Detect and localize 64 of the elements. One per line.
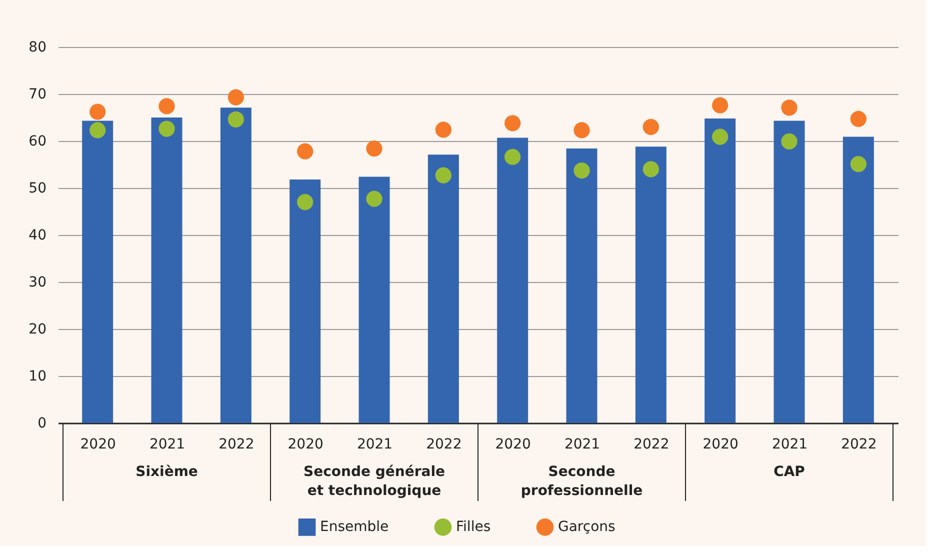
point — [435, 167, 452, 184]
text: CAP — [774, 464, 805, 480]
x-tick-label: 2022 — [634, 436, 670, 452]
legend-label: Filles — [456, 519, 491, 536]
x-tick-label: 2020 — [495, 436, 531, 452]
bar — [497, 138, 528, 423]
point — [297, 143, 314, 160]
bar — [428, 154, 459, 423]
y-tick-label: 10 — [28, 368, 46, 384]
text: Seconde professionnelle — [520, 464, 643, 499]
x-tick-label: 2022 — [218, 436, 254, 452]
point — [504, 148, 521, 166]
point — [642, 161, 659, 178]
point — [642, 118, 659, 135]
point — [90, 104, 106, 120]
x-tick-label: 2022 — [426, 436, 462, 452]
y-tick-label: 50 — [28, 180, 46, 196]
bar — [290, 180, 321, 423]
text: Sixième — [136, 464, 198, 480]
bar — [842, 136, 874, 423]
bar — [704, 118, 736, 423]
y-tick-label: 20 — [28, 322, 46, 338]
point — [850, 156, 866, 172]
bar — [151, 118, 182, 423]
point — [90, 122, 106, 138]
x-tick-label: 2021 — [149, 436, 186, 452]
x-tick-label: 2020 — [702, 436, 738, 452]
y-tick-label: 0 — [38, 416, 46, 432]
point — [574, 122, 590, 138]
bar — [774, 120, 805, 423]
bar — [82, 120, 114, 423]
point — [712, 97, 728, 114]
legend-label: Garçons — [558, 519, 616, 536]
point — [228, 89, 244, 106]
point — [158, 98, 175, 114]
y-tick-label: 80 — [28, 40, 46, 56]
y-tick-label: 40 — [28, 228, 46, 244]
point — [504, 115, 521, 132]
y-tick-label: 70 — [28, 86, 46, 102]
bar — [566, 148, 598, 423]
point — [366, 140, 382, 157]
bar — [635, 146, 666, 423]
point — [574, 162, 590, 179]
point — [781, 100, 798, 116]
point — [781, 133, 798, 150]
point — [228, 111, 244, 128]
text: Seconde générale et technologique — [304, 464, 445, 499]
y-tick-label: 60 — [28, 134, 46, 150]
point — [297, 194, 314, 210]
legend-label: Ensemble — [320, 519, 389, 536]
point — [712, 128, 728, 145]
x-tick-label: 2020 — [80, 436, 116, 452]
x-tick-label: 2021 — [564, 436, 600, 452]
x-tick-label: 2022 — [841, 436, 877, 452]
bar — [358, 176, 390, 423]
x-tick-label: 2020 — [288, 436, 324, 452]
point — [366, 190, 382, 207]
point — [850, 110, 866, 127]
point — [158, 120, 175, 137]
bar — [220, 108, 252, 423]
x-tick-label: 2021 — [772, 436, 808, 452]
x-tick-label: 2021 — [356, 436, 393, 452]
y-tick-label: 30 — [28, 274, 46, 290]
point — [435, 122, 452, 138]
